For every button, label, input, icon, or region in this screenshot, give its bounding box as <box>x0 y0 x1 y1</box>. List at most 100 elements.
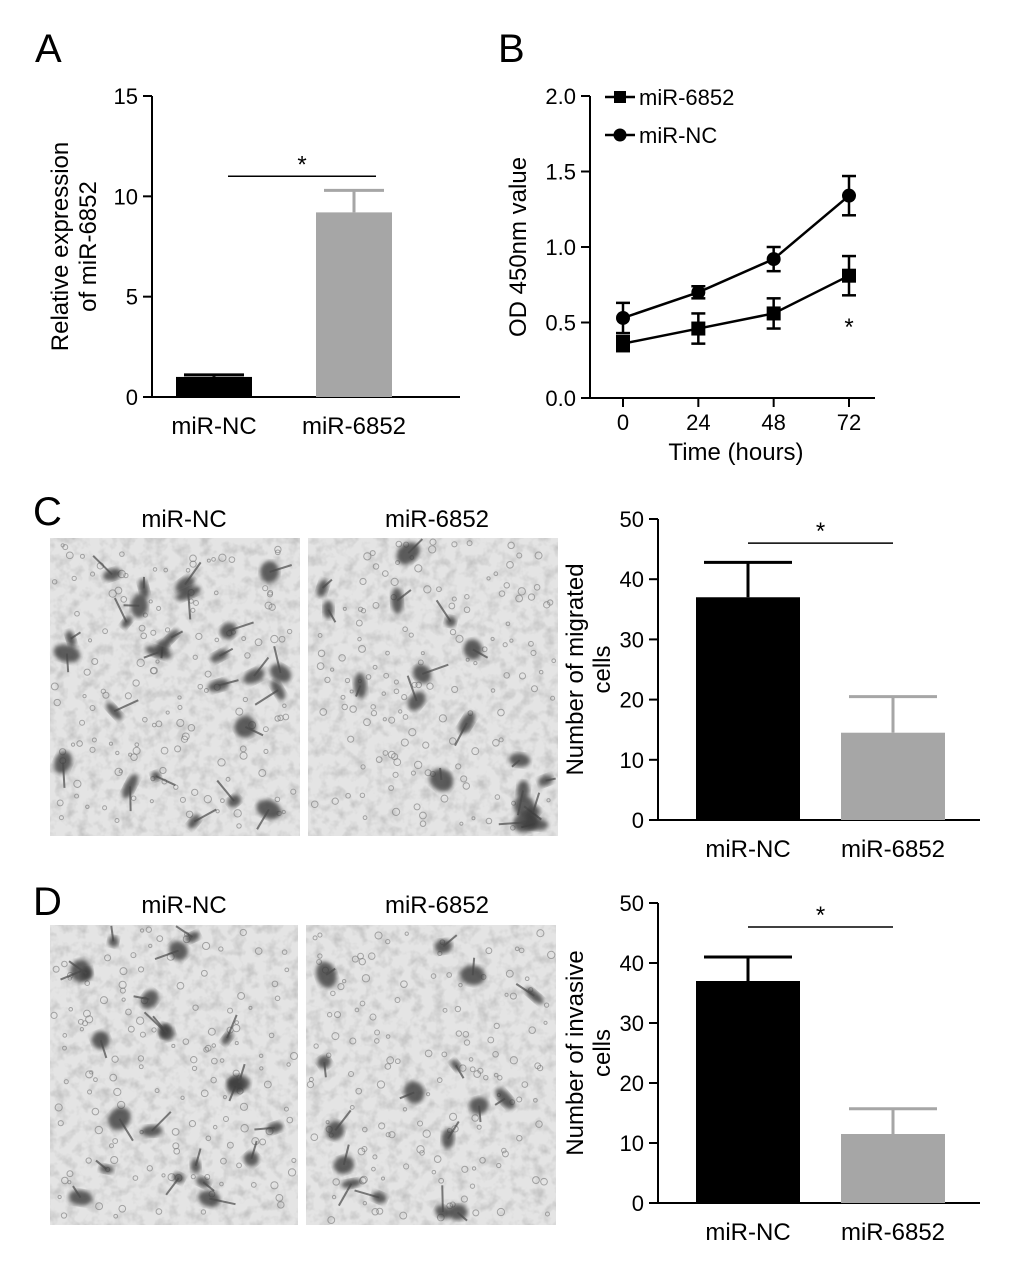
micrograph-pore-3-23 <box>501 1150 509 1158</box>
micrograph-pore-0-0 <box>73 779 82 788</box>
micrograph-pore-0-136 <box>274 549 281 556</box>
micrograph-pore-2-107 <box>204 1044 212 1052</box>
x-tick-label-A-0: miR-NC <box>171 413 256 440</box>
micrograph-pore-1-75 <box>329 667 335 672</box>
micrograph-pore-1-95 <box>509 638 514 643</box>
micrograph-pore-1-134 <box>460 775 468 783</box>
micrograph-pore-1-78 <box>516 552 523 559</box>
micrograph-pore-0-89 <box>108 741 113 746</box>
micrograph-pore-1-118 <box>471 747 480 756</box>
micrograph-pore-0-110 <box>150 666 158 675</box>
micrograph-pore-2-65 <box>67 1180 72 1185</box>
micrograph-pore-3-13 <box>362 1126 368 1133</box>
micrograph-pore-1-12 <box>494 794 501 800</box>
micrograph-pore-2-115 <box>91 1107 100 1116</box>
micrograph-pore-0-31 <box>138 624 146 632</box>
micrograph-pore-1-50 <box>365 674 372 680</box>
micrograph-pore-0-88 <box>206 558 211 563</box>
micrograph-pore-0-25 <box>192 654 198 660</box>
micrograph-process-1-6 <box>531 792 541 814</box>
micrograph-pore-2-124 <box>274 995 281 1002</box>
micrograph-pore-0-118 <box>142 716 148 723</box>
micrograph-pore-2-39 <box>62 1045 67 1051</box>
micrograph-pore-3-114 <box>310 1133 319 1142</box>
micrograph-pore-1-89 <box>360 608 367 614</box>
micrograph-pore-1-88 <box>362 815 368 821</box>
micrograph-pore-1-18 <box>370 710 378 717</box>
micrograph-pore-0-121 <box>189 554 197 563</box>
micrograph-pore-1-14 <box>451 596 457 602</box>
micrograph-pore-3-98 <box>463 1039 471 1046</box>
point-B-0-0 <box>616 336 630 351</box>
micrograph-pore-3-55 <box>505 969 514 978</box>
micrograph-pore-1-30 <box>344 677 351 684</box>
chart-a: 0 5 10 15 miR-NC miR-6852 * Relative expression… <box>47 84 460 440</box>
micrograph-pore-0-61 <box>177 704 183 710</box>
micrograph-pore-0-12 <box>274 796 281 803</box>
micrograph-pore-1-5 <box>438 714 448 723</box>
y-tick-label-B-3: 1.5 <box>545 160 576 185</box>
micrograph-pore-0-47 <box>176 718 185 728</box>
micrograph-process-1-3 <box>545 777 556 782</box>
micrograph-process-2-15 <box>99 1039 108 1059</box>
micrograph-pore-1-20 <box>411 681 418 688</box>
micrograph-pore-3-4 <box>327 1216 336 1224</box>
micrograph-pore-3-27 <box>496 1207 506 1217</box>
micrograph-pore-1-56 <box>419 811 427 820</box>
micrograph-pore-0-124 <box>79 719 86 726</box>
micrograph-pore-2-52 <box>113 1213 119 1219</box>
micrograph-pore-3-113 <box>536 929 545 938</box>
micrograph-pore-1-62 <box>357 606 364 612</box>
micrograph-pore-1-34 <box>507 541 515 550</box>
micrograph-pore-3-66 <box>483 1074 489 1081</box>
micrograph-pore-0-79 <box>89 746 96 753</box>
micrograph-pore-2-19 <box>63 1079 69 1085</box>
micrograph-process-2-12 <box>95 1159 108 1170</box>
micrograph-pore-1-53 <box>316 662 325 670</box>
micrograph-pore-2-14 <box>135 1016 145 1025</box>
y-axis-label-A-0: Relative expression <box>47 142 74 351</box>
micrograph-pore-3-26 <box>376 1207 384 1215</box>
micrograph-cell-0-6 <box>151 771 161 782</box>
micrograph-pore-0-51 <box>51 579 58 585</box>
micrograph-pore-3-14 <box>334 1011 342 1019</box>
micrograph-pore-0-107 <box>85 804 90 810</box>
micrograph-pore-3-49 <box>492 1050 499 1058</box>
micrograph-pore-2-48 <box>211 1043 217 1048</box>
micrograph-pore-3-121 <box>331 1032 340 1041</box>
micrograph-pore-0-95 <box>177 695 182 700</box>
micrograph-pore-2-123 <box>192 1004 199 1011</box>
micrograph-pore-3-64 <box>441 1051 448 1058</box>
micrograph-process-2-16 <box>133 995 150 1001</box>
micrograph-pore-3-24 <box>496 1162 502 1169</box>
micrograph-pore-3-44 <box>462 1031 470 1038</box>
micrograph-pore-0-72 <box>266 591 274 598</box>
micrograph-pore-2-88 <box>284 967 290 973</box>
micrograph-pore-2-42 <box>118 980 127 989</box>
micrograph-pore-1-73 <box>550 695 556 701</box>
micrograph-process-1-9 <box>435 599 452 623</box>
micrograph-pore-2-35 <box>234 1041 239 1046</box>
micrograph-cell-3-14 <box>317 1055 331 1069</box>
micrograph-pore-2-59 <box>259 1138 267 1146</box>
micrograph-pore-1-76 <box>375 756 383 763</box>
y-tick-label-A-3: 15 <box>114 84 138 109</box>
micrograph-process-2-21 <box>118 1118 134 1142</box>
micrograph-pore-3-74 <box>504 992 509 997</box>
micrograph-process-0-10 <box>254 689 279 706</box>
micrograph-label-d-6852: miR-6852 <box>385 892 489 919</box>
bar-A-0 <box>176 376 252 397</box>
micrograph-pore-3-101 <box>374 1029 381 1036</box>
micrograph-pore-3-112 <box>493 1072 499 1078</box>
micrograph-pore-1-86 <box>471 816 476 821</box>
significance-star-A: * <box>297 151 306 178</box>
micrograph-pore-0-99 <box>193 599 199 606</box>
micrograph-pore-2-26 <box>119 967 128 976</box>
micrograph-pore-0-102 <box>150 629 157 636</box>
micrograph-pore-1-51 <box>492 738 500 747</box>
micrograph-pore-2-68 <box>132 1175 139 1181</box>
micrograph-pore-3-96 <box>468 1057 474 1062</box>
micrograph-pore-0-135 <box>91 737 97 743</box>
micrograph-pore-2-1 <box>171 1043 176 1049</box>
panel-letter-c: C <box>33 490 62 534</box>
